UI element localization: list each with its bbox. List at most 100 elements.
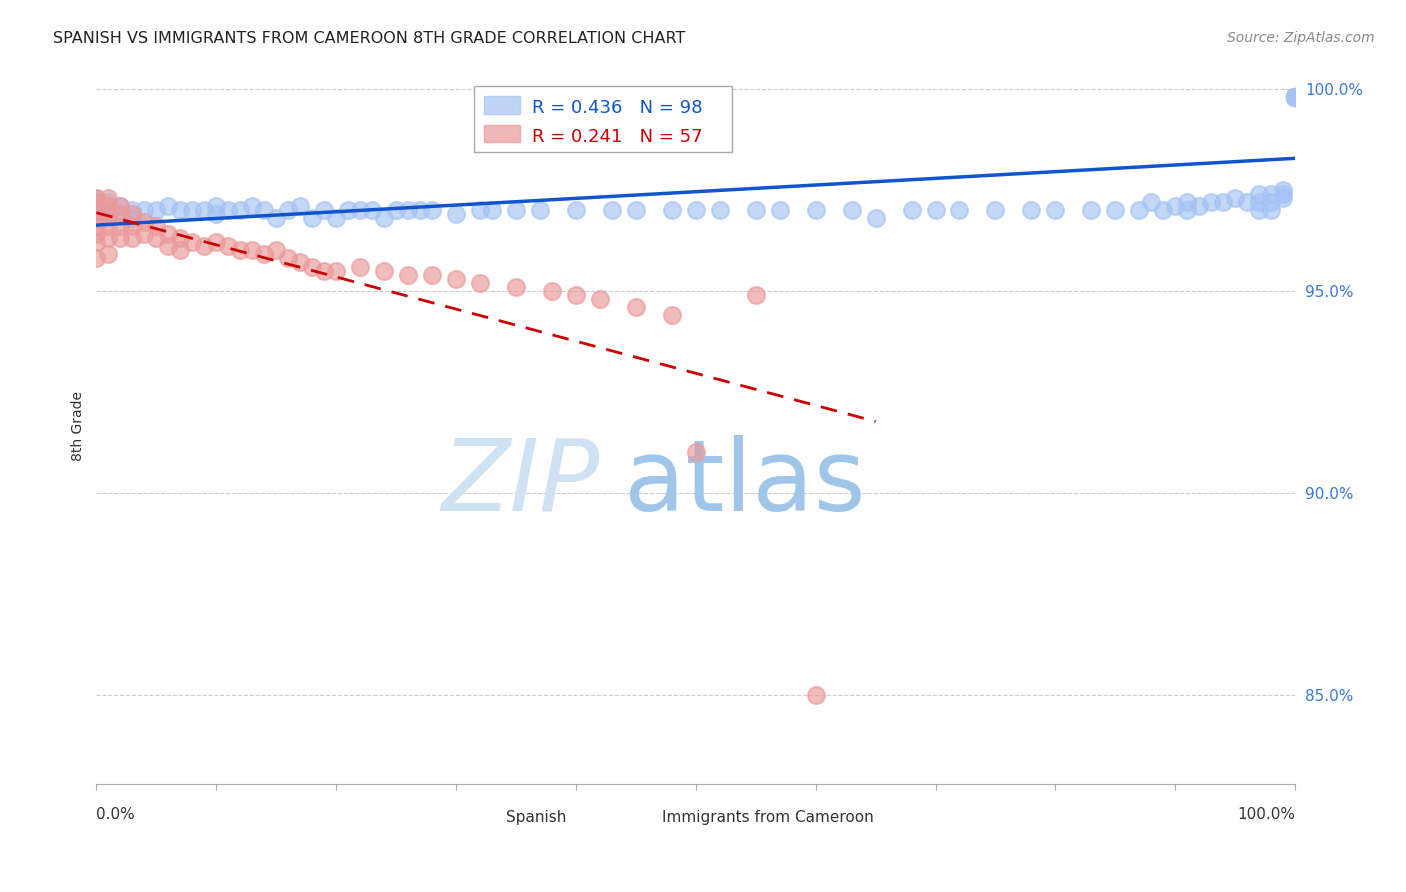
Point xyxy=(110,231,132,245)
Point xyxy=(86,199,108,213)
Point xyxy=(1175,194,1198,209)
Text: 100.0%: 100.0% xyxy=(1237,806,1295,822)
Point xyxy=(121,231,143,245)
Point xyxy=(1212,194,1234,209)
Point xyxy=(134,215,156,229)
Point xyxy=(1249,194,1271,209)
Point xyxy=(1284,90,1306,104)
Point xyxy=(145,219,167,233)
Point xyxy=(865,211,887,225)
Point xyxy=(1284,90,1306,104)
Point xyxy=(325,263,347,277)
Text: atlas: atlas xyxy=(624,434,866,532)
Point xyxy=(157,239,180,253)
Point xyxy=(264,211,287,225)
Point xyxy=(86,191,108,205)
Point xyxy=(1284,90,1306,104)
Point xyxy=(1284,90,1306,104)
Point xyxy=(97,231,120,245)
Point xyxy=(1164,199,1187,213)
Point xyxy=(1284,90,1306,104)
Point xyxy=(86,227,108,242)
Point xyxy=(240,199,263,213)
Point xyxy=(229,202,252,217)
Text: R = 0.436   N = 98: R = 0.436 N = 98 xyxy=(531,99,702,117)
Point xyxy=(396,268,419,282)
Point xyxy=(541,284,564,298)
Point xyxy=(1236,194,1258,209)
Text: 0.0%: 0.0% xyxy=(97,806,135,822)
Point xyxy=(468,276,491,290)
Point xyxy=(121,202,143,217)
Point xyxy=(240,244,263,258)
Point xyxy=(661,308,683,322)
Point xyxy=(841,202,863,217)
Point xyxy=(1284,90,1306,104)
Text: SPANISH VS IMMIGRANTS FROM CAMEROON 8TH GRADE CORRELATION CHART: SPANISH VS IMMIGRANTS FROM CAMEROON 8TH … xyxy=(53,31,686,46)
Point xyxy=(253,247,276,261)
Point xyxy=(468,202,491,217)
Point xyxy=(804,202,827,217)
Point xyxy=(229,244,252,258)
Point xyxy=(314,202,336,217)
Text: R = 0.241   N = 57: R = 0.241 N = 57 xyxy=(531,128,702,146)
Point xyxy=(1284,90,1306,104)
Point xyxy=(661,202,683,217)
Point xyxy=(325,211,347,225)
Point xyxy=(97,199,120,213)
Point xyxy=(121,219,143,233)
Point xyxy=(181,235,204,250)
Point xyxy=(217,202,239,217)
Point xyxy=(1284,90,1306,104)
Point xyxy=(1104,202,1126,217)
Y-axis label: 8th Grade: 8th Grade xyxy=(72,391,86,461)
Point xyxy=(97,202,120,217)
Point xyxy=(349,260,371,274)
Point xyxy=(110,219,132,233)
Point xyxy=(86,191,108,205)
Point xyxy=(481,202,503,217)
Point xyxy=(1260,186,1282,201)
Point xyxy=(205,235,228,250)
Point xyxy=(217,239,239,253)
Point xyxy=(110,207,132,221)
Bar xyxy=(484,96,520,113)
Point xyxy=(86,211,108,225)
Point xyxy=(900,202,922,217)
Point xyxy=(1284,90,1306,104)
Point xyxy=(157,199,180,213)
Point xyxy=(1199,194,1222,209)
Point xyxy=(1152,202,1174,217)
Text: ZIP: ZIP xyxy=(441,434,600,532)
Bar xyxy=(617,813,654,827)
Point xyxy=(1284,90,1306,104)
Point xyxy=(1260,202,1282,217)
Point xyxy=(97,207,120,221)
Point xyxy=(145,231,167,245)
Point xyxy=(1249,186,1271,201)
Point xyxy=(444,207,467,221)
Point xyxy=(349,202,371,217)
Point xyxy=(1284,90,1306,104)
Point xyxy=(373,263,395,277)
Point xyxy=(1080,202,1102,217)
Point xyxy=(1284,90,1306,104)
Point xyxy=(1284,90,1306,104)
Point xyxy=(624,300,647,314)
Point xyxy=(157,227,180,242)
Point xyxy=(444,271,467,285)
Point xyxy=(1260,194,1282,209)
Point xyxy=(565,287,588,301)
Point xyxy=(505,279,527,293)
Point xyxy=(1140,194,1163,209)
Point xyxy=(804,688,827,702)
Point xyxy=(589,292,612,306)
Point xyxy=(385,202,408,217)
Point xyxy=(86,252,108,266)
Point xyxy=(97,247,120,261)
Point xyxy=(205,199,228,213)
Point xyxy=(505,202,527,217)
Point xyxy=(709,202,731,217)
Point xyxy=(169,244,191,258)
Point xyxy=(744,287,766,301)
